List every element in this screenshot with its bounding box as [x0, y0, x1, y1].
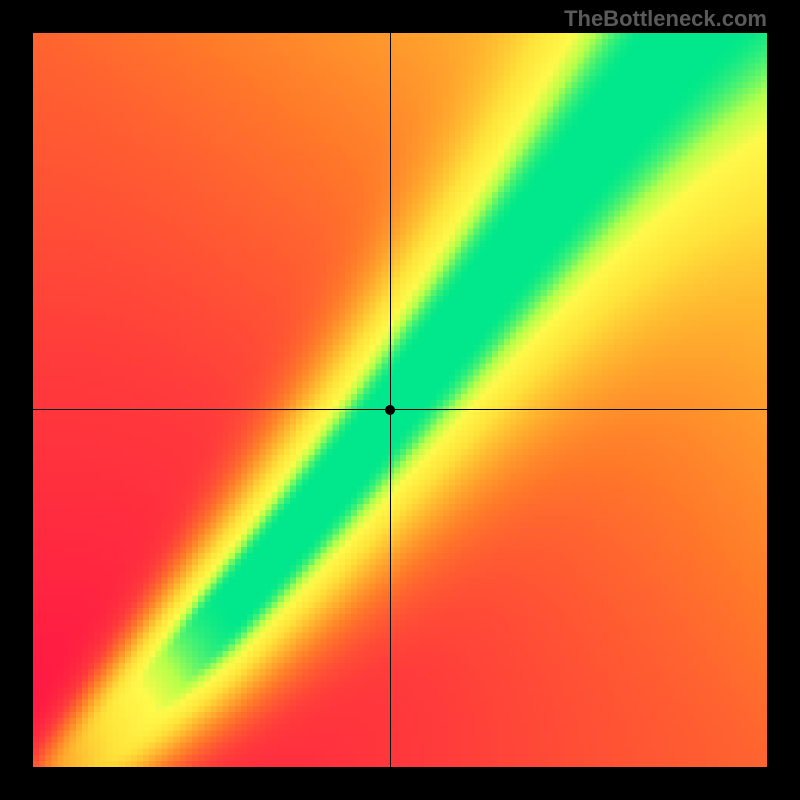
crosshair-horizontal: [33, 409, 767, 410]
watermark-text: TheBottleneck.com: [564, 6, 767, 32]
crosshair-vertical: [390, 33, 391, 767]
crosshair-marker-dot: [385, 405, 395, 415]
bottleneck-heatmap: [33, 33, 767, 767]
chart-container: TheBottleneck.com: [0, 0, 800, 800]
